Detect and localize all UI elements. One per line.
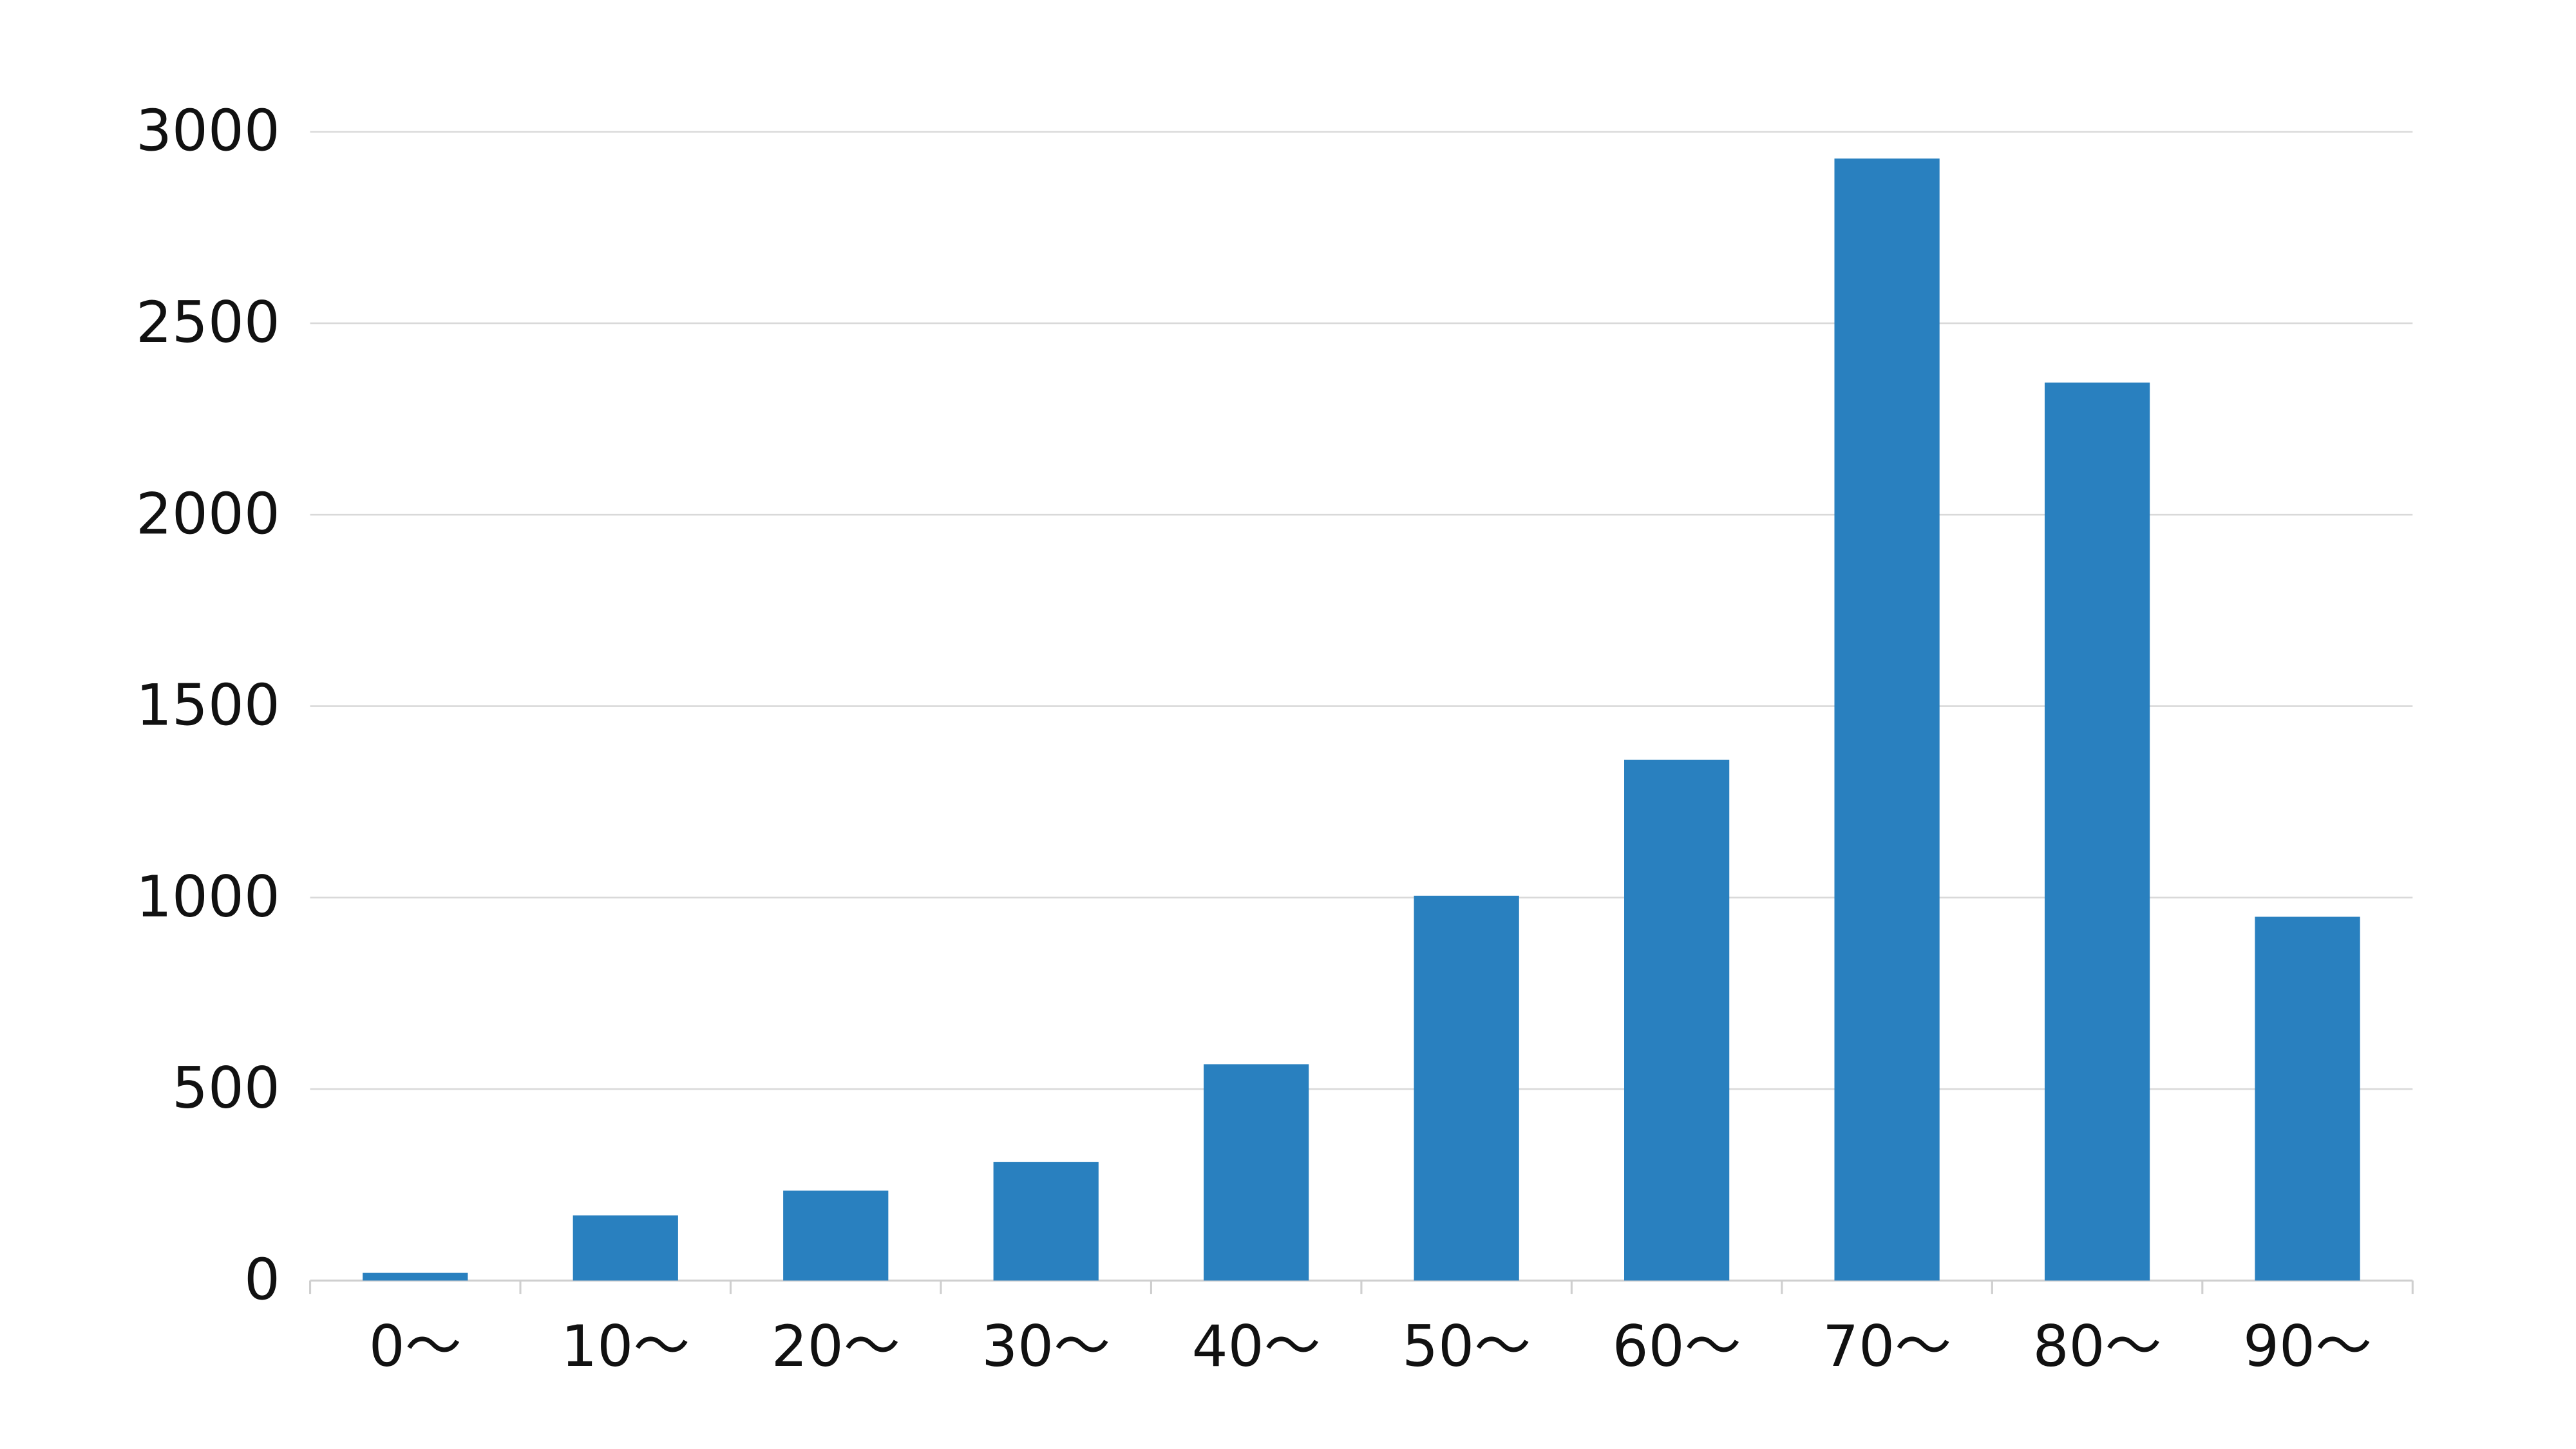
x-tick-label: 60～ <box>1613 1313 1741 1379</box>
bar <box>363 1273 468 1281</box>
y-tick-label: 500 <box>172 1055 280 1121</box>
y-tick-label: 2500 <box>136 289 280 355</box>
bar <box>2255 916 2360 1281</box>
x-tick-label: 30～ <box>981 1313 1110 1379</box>
x-tick-label: 10～ <box>561 1313 690 1379</box>
x-tick-label: 20～ <box>772 1313 900 1379</box>
y-tick-label: 2000 <box>136 480 280 547</box>
x-tick-label: 70～ <box>1823 1313 1951 1379</box>
bar <box>573 1215 678 1281</box>
x-tick-label: 40～ <box>1192 1313 1321 1379</box>
y-tick-label: 1000 <box>136 864 280 930</box>
bar <box>1834 158 1940 1281</box>
y-tick-label: 3000 <box>136 98 280 164</box>
bar <box>993 1162 1099 1281</box>
bar <box>2044 383 2150 1281</box>
x-tick-label: 0～ <box>369 1313 462 1379</box>
y-tick-label: 0 <box>244 1247 280 1313</box>
bar <box>1624 759 1730 1281</box>
bar <box>783 1190 889 1281</box>
x-tick-label: 90～ <box>2243 1313 2372 1379</box>
y-tick-label: 1500 <box>136 672 280 739</box>
bar <box>1204 1064 1309 1281</box>
x-tick-label: 50～ <box>1402 1313 1531 1379</box>
bar <box>1414 895 1519 1281</box>
x-tick-label: 80～ <box>2033 1313 2162 1379</box>
